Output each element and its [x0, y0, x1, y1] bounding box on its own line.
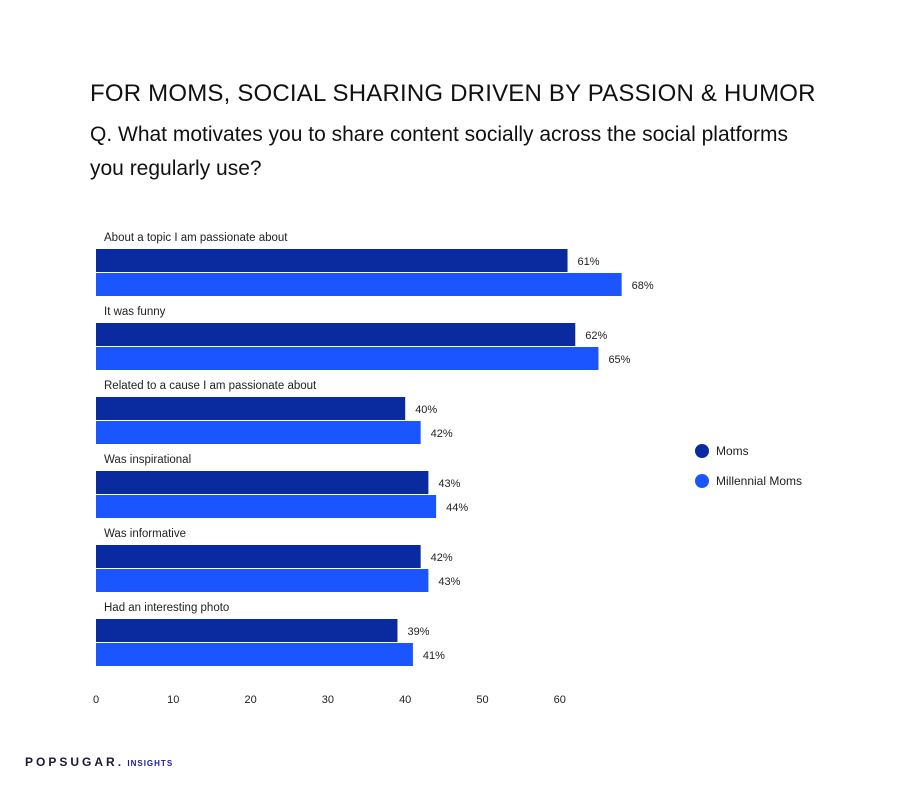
- data-label: 41%: [423, 650, 445, 662]
- bar: [96, 495, 437, 518]
- chart-subtitle: Q. What motivates you to share content s…: [90, 123, 788, 180]
- bar: [96, 273, 622, 296]
- bar: [96, 323, 576, 346]
- legend-swatch-moms: [695, 444, 709, 458]
- legend-item-moms: Moms: [695, 436, 802, 466]
- brand-logo: POPSUGAR. INSIGHTS: [25, 755, 173, 769]
- data-label: 42%: [431, 428, 453, 440]
- data-label: 65%: [608, 354, 630, 366]
- bar: [96, 471, 429, 494]
- data-label: 68%: [632, 280, 654, 292]
- data-label: 39%: [407, 626, 429, 638]
- bar: [96, 545, 421, 568]
- legend: Moms Millennial Moms: [695, 436, 802, 496]
- bar: [96, 397, 406, 420]
- legend-item-millennial-moms: Millennial Moms: [695, 466, 802, 496]
- legend-label-moms: Moms: [716, 444, 749, 458]
- brand-suffix: INSIGHTS: [127, 759, 174, 768]
- bar: [96, 643, 413, 666]
- x-tick-label: 0: [93, 694, 99, 706]
- data-label: 40%: [415, 404, 437, 416]
- data-label: 43%: [438, 478, 460, 490]
- data-label: 61%: [578, 256, 600, 268]
- bar: [96, 421, 421, 444]
- data-label: 44%: [446, 502, 468, 514]
- category-label: Related to a cause I am passionate about: [104, 380, 317, 392]
- bar: [96, 619, 398, 642]
- x-tick-label: 40: [399, 694, 411, 706]
- category-label: Was inspirational: [104, 454, 191, 466]
- x-tick-label: 60: [554, 694, 566, 706]
- data-label: 62%: [585, 330, 607, 342]
- bar-chart: About a topic I am passionate about 61% 68…: [93, 232, 654, 706]
- legend-swatch-millennial-moms: [695, 474, 709, 488]
- brand-dot: .: [117, 755, 122, 769]
- bar: [96, 569, 429, 592]
- data-label: 43%: [438, 576, 460, 588]
- category-label: It was funny: [104, 306, 166, 318]
- category-label: Was informative: [104, 528, 186, 540]
- brand-name: POPSUGAR: [25, 755, 118, 769]
- chart-title: FOR MOMS, SOCIAL SHARING DRIVEN BY PASSI…: [90, 80, 816, 107]
- x-tick-label: 20: [244, 694, 256, 706]
- x-tick-label: 10: [167, 694, 179, 706]
- bar: [96, 347, 599, 370]
- category-label: Had an interesting photo: [104, 602, 229, 614]
- data-label: 42%: [431, 552, 453, 564]
- bar: [96, 249, 568, 272]
- legend-label-millennial-moms: Millennial Moms: [716, 474, 803, 488]
- x-tick-label: 30: [322, 694, 334, 706]
- x-tick-label: 50: [476, 694, 488, 706]
- category-label: About a topic I am passionate about: [104, 232, 288, 244]
